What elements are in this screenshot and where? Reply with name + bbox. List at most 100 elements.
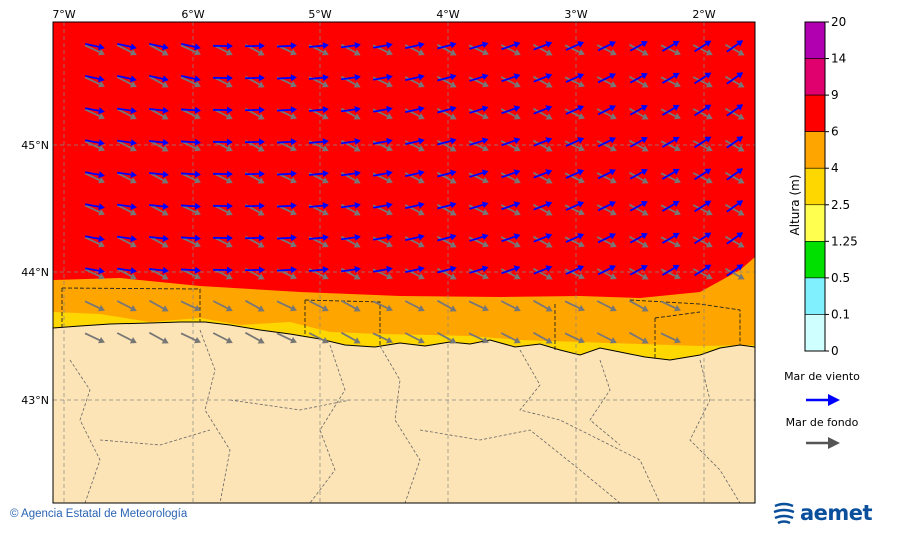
longitude-labels: 7°W 6°W 5°W 4°W 3°W 2°W [52, 8, 715, 21]
wind-sea-arrow [340, 233, 361, 241]
wind-sea-arrow [501, 137, 521, 147]
wind-sea-arrow [405, 137, 425, 146]
wind-sea-arrow [565, 73, 585, 83]
swell-arrow [244, 299, 265, 312]
wind-sea-arrow [85, 75, 105, 83]
wind-sea-arrow [340, 73, 361, 81]
swell-arrow [404, 44, 425, 56]
aemet-logo-text: aemet [800, 501, 873, 525]
colorbar-tick-label: 0.1 [831, 307, 850, 321]
wind-sea-arrow [469, 73, 489, 82]
wind-sea-arrow [694, 104, 712, 117]
swell-arrow [84, 236, 105, 248]
swell-arrow [660, 236, 681, 248]
wind-sea-arrow [726, 40, 744, 53]
lat-label: 44°N [21, 266, 49, 279]
maritime-zones [61, 287, 741, 358]
wind-sea-arrow [501, 169, 521, 179]
swell-arrow [564, 140, 585, 152]
wind-sea-arrow [726, 232, 744, 245]
wind-sea-arrow [85, 43, 105, 51]
swell-arrow [468, 172, 489, 184]
wind-sea-arrow [533, 41, 553, 51]
wind-sea-arrow [244, 170, 265, 178]
wind-sea-arrow [117, 75, 137, 83]
wind-sea-arrow [212, 202, 233, 210]
swell-arrow [564, 76, 585, 88]
swell-arrow [500, 204, 521, 216]
swell-arrow [660, 108, 681, 120]
wind-sea-arrow [372, 73, 393, 81]
swell-arrow [468, 268, 489, 280]
wind-sea-arrow [694, 264, 712, 277]
swell-arrow [404, 300, 425, 312]
wind-sea-arrow [212, 42, 233, 50]
swell-arrow [340, 331, 361, 344]
wind-sea-arrow [597, 73, 616, 84]
colorbar-swatch [804, 241, 826, 279]
wind-sea-arrow [116, 235, 137, 243]
wind-sea-arrow [501, 265, 521, 275]
wind-sea-arrow [694, 232, 712, 245]
swell-arrow [532, 267, 553, 280]
swell-arrow [468, 204, 489, 216]
wind-sea-arrow [148, 202, 169, 210]
swell-arrow [404, 108, 425, 120]
colorbar-swatch [804, 58, 826, 96]
swell-arrow [724, 75, 745, 88]
swell-arrow [84, 76, 105, 88]
wind-sea-arrow [661, 136, 680, 148]
wind-sea-arrow [308, 234, 329, 242]
swell-arrow [500, 108, 521, 120]
swell-arrow [500, 140, 521, 152]
swell-arrow [468, 236, 489, 248]
wind-sea-arrow [372, 201, 393, 209]
wind-sea-arrow-icon [806, 394, 840, 406]
swell-arrow [500, 332, 521, 344]
wind-sea-arrow [276, 234, 297, 242]
wind-sea-arrow [726, 264, 744, 277]
colorbar-tick-label: 14 [831, 52, 846, 66]
swell-arrow [628, 75, 649, 88]
colorbar-tick-label: 9 [831, 88, 839, 102]
swell-arrow [84, 44, 105, 56]
swell-arrow [628, 235, 649, 248]
swell-arrow [532, 331, 553, 344]
swell-arrow [532, 203, 553, 216]
swell-arrow [84, 108, 105, 120]
wind-sea-arrow [533, 137, 553, 147]
wind-sea-arrow [437, 233, 457, 242]
swell-arrow [500, 236, 521, 248]
swell-arrow [468, 300, 489, 312]
swell-arrow [84, 332, 105, 344]
swell-arrow [180, 44, 201, 56]
wind-sea-arrow [533, 73, 553, 83]
wind-sea-arrow [469, 265, 489, 274]
wind-sea-arrow [212, 138, 233, 146]
swell-arrow [500, 172, 521, 184]
swell-arrow [404, 204, 425, 216]
swell-arrow [692, 108, 713, 120]
swell-arrow [116, 332, 137, 344]
wind-sea-arrow [501, 233, 521, 243]
wind-sea-arrow [597, 265, 616, 276]
swell-arrow [596, 108, 617, 120]
wind-sea-arrow [276, 170, 297, 178]
swell-arrow [180, 332, 201, 344]
swell-arrow-icon [806, 437, 840, 449]
colorbar-swatch [804, 167, 826, 206]
aemet-logo: aemet [772, 500, 873, 526]
swell-arrow [436, 267, 457, 280]
wind-sea-arrow [501, 201, 521, 211]
wind-sea-arrow [726, 168, 744, 181]
wind-sea-arrow [116, 107, 137, 115]
graticule [53, 22, 755, 503]
swell-arrow [692, 140, 713, 152]
wind-sea-arrow [405, 169, 425, 178]
wind-sea-arrow [244, 74, 265, 82]
wind-sea-arrow [276, 106, 297, 114]
swell-arrow [564, 268, 585, 280]
arrow-legend: Mar de viento Mar de fondo [784, 370, 860, 449]
swell-arrow [628, 331, 649, 344]
